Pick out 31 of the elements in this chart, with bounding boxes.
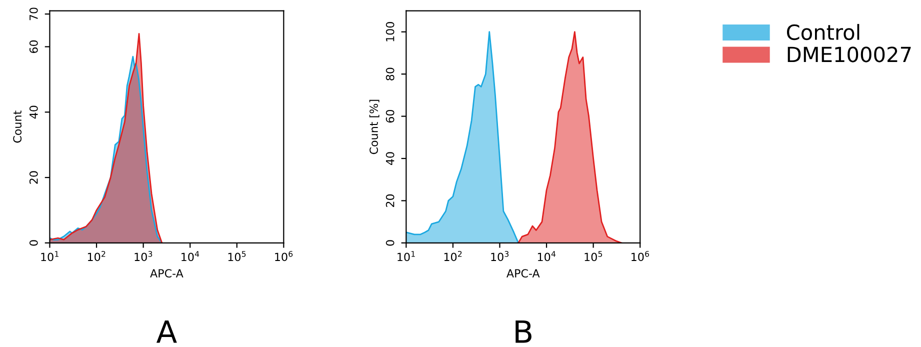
- x-axis-title: APC-A: [506, 269, 540, 278]
- y-tick-label: 80: [386, 68, 394, 80]
- y-axis-title: Count [%]: [369, 100, 380, 154]
- x-tick-label: 10$^{1}$: [398, 251, 415, 262]
- x-tick-label: 10$^{6}$: [632, 250, 650, 262]
- x-tick-label: 10$^{4}$: [182, 251, 200, 262]
- legend-label: DME100027: [788, 46, 911, 62]
- x-tick-label: 10$^{3}$: [491, 250, 509, 262]
- y-tick-label: 60: [386, 110, 394, 123]
- x-tick-label: 10$^{3}$: [134, 250, 152, 262]
- y-tick-label: 20: [386, 194, 394, 207]
- x-tick-label: 10$^{5}$: [584, 251, 602, 262]
- x-tick-label: 10$^{6}$: [275, 250, 293, 262]
- y-tick-label: 40: [29, 106, 38, 119]
- x-axis-title: APC-A: [150, 269, 184, 278]
- y-tick-label: 40: [386, 152, 394, 166]
- x-tick-label: 10$^{1}$: [41, 251, 58, 262]
- y-tick-label: 0: [386, 240, 394, 246]
- x-tick-label: 10$^{5}$: [228, 251, 246, 262]
- x-tick-label: 10$^{2}$: [88, 250, 106, 262]
- y-tick-label: 60: [29, 40, 38, 54]
- y-tick-label: 20: [29, 171, 38, 184]
- text: A: [156, 320, 177, 343]
- y-tick-label: 0: [29, 240, 38, 246]
- x-tick-label: 10$^{2}$: [444, 250, 462, 262]
- y-tick-label: 70: [29, 8, 38, 20]
- text: B: [516, 320, 532, 343]
- y-axis-title: Count: [13, 110, 22, 143]
- x-tick-label: 10$^{4}$: [538, 251, 556, 262]
- y-tick-label: 100: [386, 22, 394, 42]
- legend-label: Control: [786, 24, 860, 40]
